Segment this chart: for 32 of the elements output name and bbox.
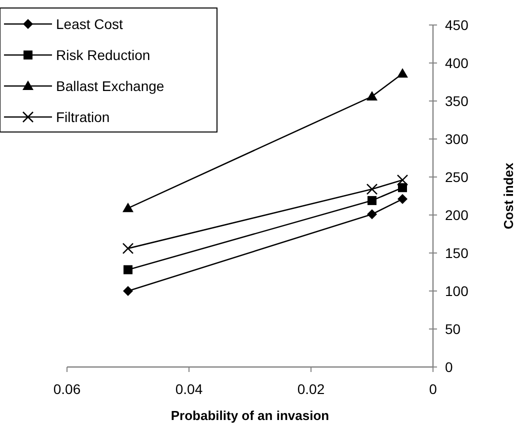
y-tick-label: 0 — [445, 359, 453, 375]
point — [368, 196, 376, 206]
point — [122, 202, 134, 212]
point — [397, 68, 408, 78]
x-axis-title: Probability of an invasion — [170, 408, 330, 423]
point — [398, 194, 408, 204]
y-axis-title: Cost index — [501, 162, 516, 230]
legend-label: Ballast Exchange — [56, 78, 164, 94]
y-tick-label: 50 — [445, 321, 461, 337]
legend-label: Risk Reduction — [56, 47, 150, 63]
y-tick-label: 350 — [445, 93, 469, 109]
point — [366, 90, 378, 100]
point — [366, 184, 378, 195]
point — [367, 209, 377, 220]
point — [124, 265, 132, 274]
point — [123, 286, 133, 296]
x-tick-label: 0.06 — [53, 381, 81, 397]
y-tick-label: 250 — [445, 169, 469, 185]
legend-label: Least Cost — [56, 16, 124, 32]
point — [396, 174, 408, 186]
y-tick-label: 400 — [445, 55, 469, 71]
point — [122, 242, 134, 254]
y-tick-label: 300 — [445, 131, 469, 147]
x-tick-label: 0.02 — [297, 381, 325, 397]
y-tick-label: 150 — [445, 245, 469, 261]
x-tick-label: 0 — [429, 381, 438, 397]
y-tick-label: 200 — [445, 207, 469, 223]
x-tick-label: 0.04 — [175, 381, 203, 397]
legend-label: Filtration — [56, 109, 110, 125]
point — [398, 183, 407, 192]
y-tick-label: 450 — [445, 17, 469, 33]
y-tick-label: 100 — [445, 283, 469, 299]
